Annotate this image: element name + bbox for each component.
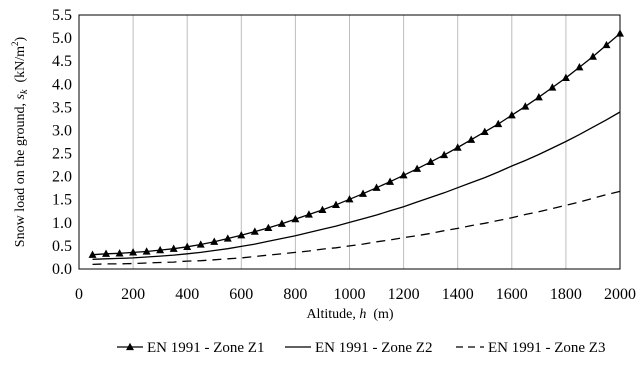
y-axis-title-sup: 2 — [10, 41, 20, 46]
legend-label-1: EN 1991 - Zone Z1 — [147, 340, 264, 356]
x-tick-label-400: 400 — [175, 286, 199, 303]
x-axis-title-prefix: Altitude, — [306, 307, 359, 322]
z1-marker-600 — [237, 231, 246, 239]
series-lines — [88, 29, 624, 266]
y-tick-label-5.0: 5.0 — [52, 30, 72, 47]
plot-frame — [78, 14, 621, 270]
legend-label-2: EN 1991 - Zone Z2 — [315, 340, 432, 356]
y-tick-label-2.0: 2.0 — [52, 169, 72, 186]
y-axis-title: Snow load on the ground, sk (kN/m2) — [10, 36, 30, 247]
series-line-1 — [92, 33, 621, 256]
z1-marker-450 — [196, 240, 205, 248]
y-tick-label-5.5: 5.5 — [52, 7, 72, 24]
y-tick-label-3.0: 3.0 — [52, 122, 72, 139]
y-axis-title-prefix: Snow load on the ground, — [13, 99, 28, 247]
x-axis-title: Altitude, h (m) — [306, 307, 393, 322]
z1-marker-1250 — [413, 164, 422, 172]
z1-marker-900 — [318, 205, 327, 214]
x-tick-label-600: 600 — [229, 286, 253, 303]
z1-marker-1350 — [440, 150, 449, 159]
z1-marker-200 — [129, 248, 138, 256]
y-tick-label-3.5: 3.5 — [52, 99, 72, 116]
y-tick-labels: 0.0 0.5 1.0 1.5 2.0 2.5 3.0 3.5 4.0 4.5 5.0 5.5 — [52, 7, 72, 278]
z1-marker-950 — [331, 200, 340, 208]
y-tick-label-2.5: 2.5 — [52, 146, 72, 163]
z1-marker-1000 — [345, 195, 354, 203]
z1-marker-1450 — [467, 135, 476, 143]
z1-marker-300 — [156, 245, 165, 254]
x-tick-label-0: 0 — [75, 286, 83, 303]
x-axis-title-var: h — [359, 307, 366, 322]
z1-marker-2000 — [616, 29, 624, 37]
z1-marker-1100 — [372, 183, 381, 191]
z1-marker-1950 — [602, 40, 611, 49]
series-line-3 — [92, 190, 621, 266]
x-tick-label-1200: 1200 — [388, 286, 420, 303]
y-axis-title-unit: (kN/m — [13, 46, 28, 90]
z1-marker-1650 — [521, 102, 530, 110]
z1-marker-800 — [291, 214, 300, 223]
x-tick-label-1600: 1600 — [496, 286, 528, 303]
grid-lines — [132, 15, 567, 269]
z1-marker-1850 — [575, 62, 584, 71]
z1-marker-1700 — [534, 93, 543, 101]
z1-marker-1300 — [426, 157, 435, 166]
z1-marker-150 — [115, 249, 124, 257]
z1-marker-700 — [264, 223, 273, 232]
z1-marker-550 — [223, 234, 232, 242]
y-tick-label-4.0: 4.0 — [52, 76, 72, 93]
y-axis-title-close: ) — [13, 36, 28, 41]
x-axis-title-suffix: (m) — [366, 307, 394, 322]
y-tick-label-0.5: 0.5 — [52, 238, 72, 255]
z1-marker-1800 — [561, 73, 570, 81]
z1-marker-350 — [169, 244, 178, 252]
z1-marker-1050 — [359, 189, 368, 197]
legend-label-3: EN 1991 - Zone Z3 — [488, 340, 605, 356]
z1-marker-1750 — [548, 83, 557, 91]
y-tick-label-1.0: 1.0 — [52, 215, 72, 232]
x-tick-label-1800: 1800 — [550, 286, 582, 303]
series-line-2 — [92, 111, 621, 260]
x-tick-label-2000: 2000 — [604, 286, 636, 303]
z1-marker-1550 — [494, 119, 503, 128]
y-axis-title-sub: k — [19, 89, 30, 94]
z1-marker-100 — [102, 249, 111, 257]
x-tick-label-200: 200 — [121, 286, 145, 303]
z1-marker-1900 — [588, 52, 597, 60]
z1-marker-1200 — [399, 171, 408, 179]
z1-marker-750 — [277, 219, 286, 227]
x-tick-label-1400: 1400 — [442, 286, 474, 303]
z1-marker-1400 — [453, 143, 462, 151]
z1-marker-1500 — [480, 127, 489, 135]
y-axis-title-var: s — [13, 93, 28, 99]
y-tick-label-4.5: 4.5 — [52, 53, 72, 70]
x-tick-label-1000: 1000 — [334, 286, 366, 303]
z1-marker-650 — [250, 227, 259, 235]
z1-marker-400 — [183, 242, 192, 250]
y-tick-label-0.0: 0.0 — [52, 261, 72, 278]
z1-marker-850 — [304, 210, 313, 218]
z1-marker-1600 — [507, 111, 516, 119]
z1-marker-250 — [142, 247, 151, 255]
z1-marker-50 — [88, 250, 97, 258]
z1-marker-1150 — [386, 177, 395, 185]
y-tick-label-1.5: 1.5 — [52, 192, 72, 209]
legend-triangle-icon — [126, 342, 134, 351]
z1-marker-500 — [210, 237, 219, 245]
x-tick-label-800: 800 — [283, 286, 307, 303]
x-tick-labels: 0 200 400 600 800 1000 1200 1400 1600 1800 2000 — [75, 286, 636, 303]
legend: EN 1991 - Zone Z1 EN 1991 - Zone Z2 EN 199… — [117, 340, 605, 356]
